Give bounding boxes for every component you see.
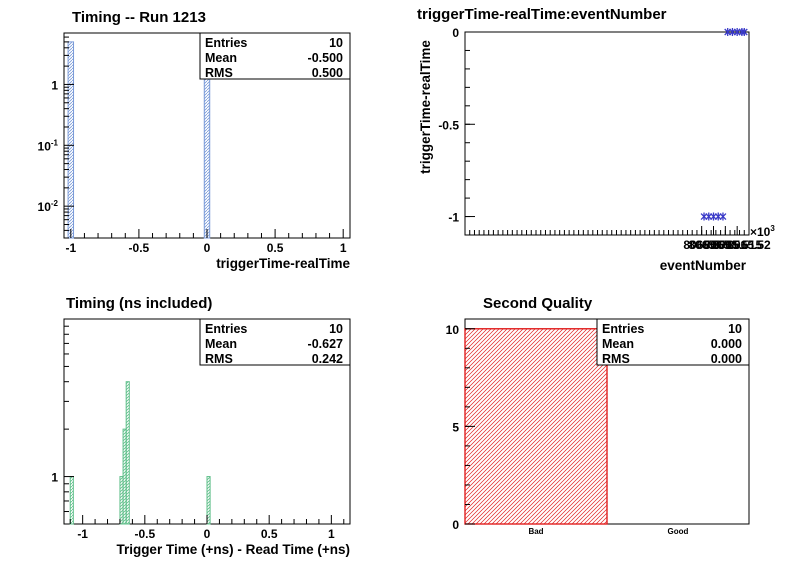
x-category-label: Bad	[528, 527, 543, 536]
x-tick-label: 0.5	[261, 527, 278, 541]
x-tick-label: 8065.515	[712, 238, 762, 252]
stats-rms-label: RMS	[602, 352, 630, 366]
chart-title: triggerTime-realTime:eventNumber	[417, 6, 667, 23]
x-axis-label: eventNumber	[660, 258, 747, 273]
x-tick-label: 0	[204, 527, 211, 541]
stats-entries-value: 10	[329, 322, 343, 336]
panel-second-quality: Second Quality Bad Good 0 5 10 Entries 10 Me…	[446, 295, 750, 536]
panel-scatter: triggerTime-realTime:eventNumber 8065.58…	[417, 6, 775, 273]
x-axis-label: Trigger Time (+ns) - Read Time (+ns)	[116, 542, 350, 557]
stats-rms-value: 0.242	[312, 352, 343, 366]
stats-mean-value: -0.500	[308, 51, 343, 65]
histogram-bar	[69, 476, 74, 525]
stats-entries-label: Entries	[602, 322, 644, 336]
panel-timing-run: Timing -- Run 1213 -1 -0.5 0 0.5 110-210-11 …	[38, 9, 351, 271]
y-tick-label: 10-1	[38, 138, 59, 153]
plot-frame	[464, 31, 750, 236]
histogram-bar	[464, 328, 608, 525]
y-tick-label: 0	[452, 26, 459, 40]
y-tick-label: 10-2	[38, 199, 59, 214]
stats-entries-value: 10	[728, 322, 742, 336]
stats-entries-label: Entries	[205, 322, 247, 336]
y-tick-label: 5	[452, 420, 459, 434]
stats-rms-value: 0.000	[711, 352, 742, 366]
stats-box: Entries 10 Mean 0.000 RMS 0.000	[596, 318, 750, 366]
x-tick-label: 1	[328, 527, 335, 541]
x-tick-label: 8065.5	[683, 238, 720, 252]
x-tick-label: -0.5	[129, 241, 150, 255]
chart-title: Second Quality	[483, 295, 593, 312]
stats-rms-value: 0.500	[312, 66, 343, 80]
x-tick-label: 8065.51	[704, 238, 748, 252]
histogram-bar	[206, 476, 211, 525]
x-axis-label: triggerTime-realTime	[216, 256, 350, 271]
stats-rms-label: RMS	[205, 66, 233, 80]
stats-entries-value: 10	[329, 36, 343, 50]
x-tick-label: -1	[65, 241, 76, 255]
panel-timing-ns: Timing (ns included) -1 -0.5 0 0.5 1 1 Entrie…	[51, 295, 351, 557]
chart-title: Timing -- Run 1213	[72, 9, 206, 26]
stats-mean-label: Mean	[602, 337, 634, 351]
scatter-point	[740, 28, 748, 36]
chart-title: Timing (ns included)	[66, 295, 212, 312]
x-tick-label: 1	[340, 241, 347, 255]
y-tick-label: -0.5	[438, 118, 459, 132]
x-tick-label: -1	[77, 527, 88, 541]
x-category-label: Good	[668, 527, 689, 536]
y-axis-label: triggerTime-realTime	[418, 40, 433, 174]
stats-mean-label: Mean	[205, 337, 237, 351]
x-tick-label: 0.5	[267, 241, 284, 255]
x-tick-label: 8065.505	[688, 238, 738, 252]
histogram-bar	[125, 381, 130, 525]
scatter-point	[719, 212, 727, 221]
stats-mean-label: Mean	[205, 51, 237, 65]
y-tick-label: -1	[448, 211, 459, 225]
stats-mean-value: -0.627	[308, 337, 343, 351]
stats-mean-value: 0.000	[711, 337, 742, 351]
y-tick-label: 0	[452, 518, 459, 532]
stats-box: Entries 10 Mean -0.627 RMS 0.242	[199, 318, 351, 366]
stats-box: Entries 10 Mean -0.500 RMS 0.500	[199, 32, 351, 80]
x-multiplier: ×103	[750, 224, 775, 239]
y-tick-label: 1	[51, 471, 58, 485]
y-tick-label: 10	[446, 323, 460, 337]
x-tick-label: -0.5	[134, 527, 155, 541]
y-tick-label: 1	[51, 78, 58, 92]
x-tick-label: 8065.52	[727, 238, 771, 252]
stats-entries-label: Entries	[205, 36, 247, 50]
stats-rms-label: RMS	[205, 352, 233, 366]
x-tick-label: 0	[204, 241, 211, 255]
